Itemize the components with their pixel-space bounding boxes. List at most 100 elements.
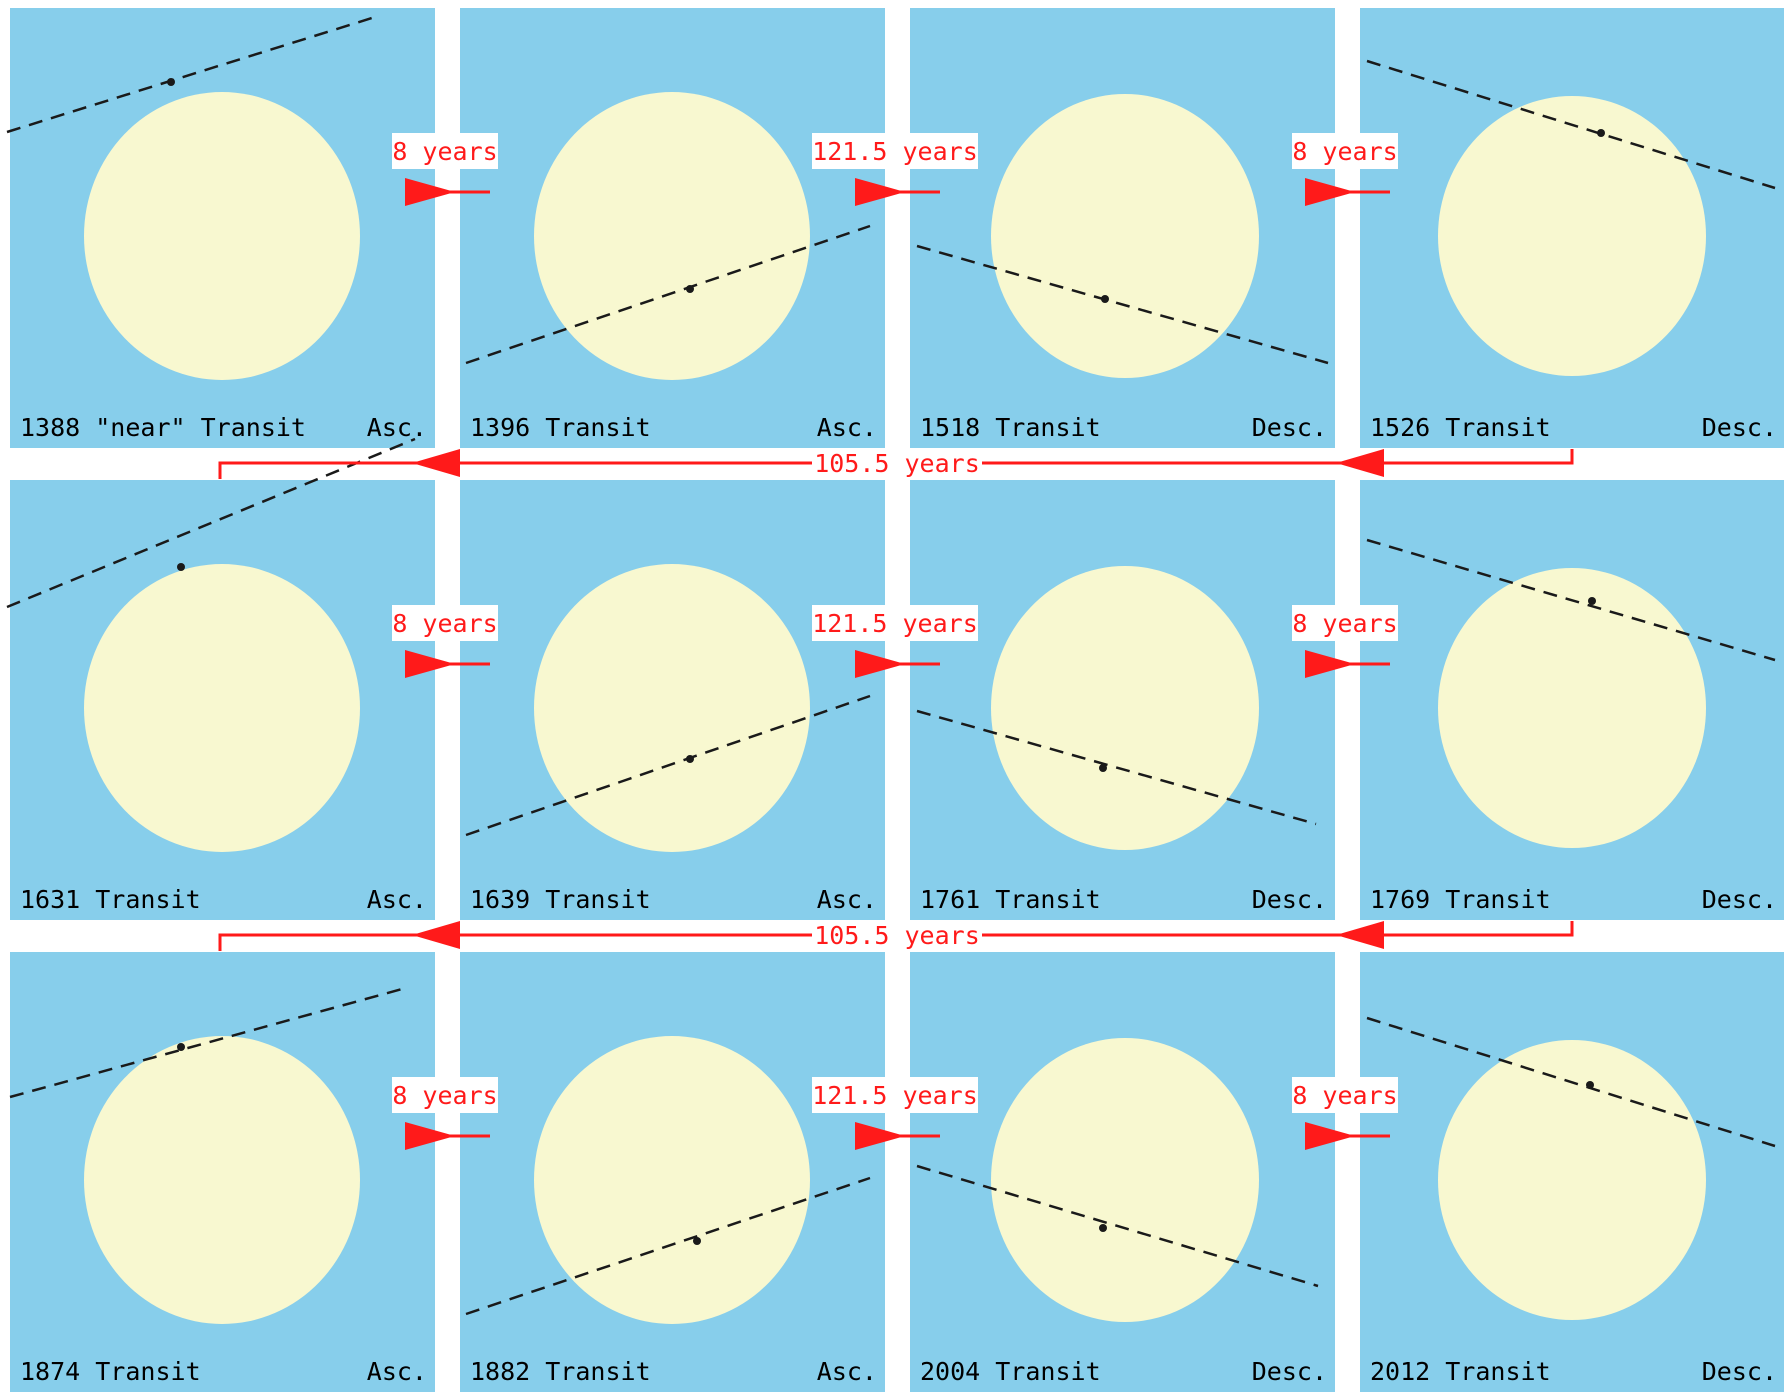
- venus-path: [465, 694, 871, 837]
- venus-path: [916, 709, 1317, 826]
- interval-arrow: 121.5 years: [812, 605, 978, 678]
- node-label: Desc.: [1252, 885, 1327, 914]
- arrowhead-right: [1305, 178, 1355, 206]
- transit-panel: 1639 Transit Asc.: [460, 480, 885, 920]
- interval-arrow: 121.5 years: [812, 133, 978, 206]
- transit-year-label: 2004 Transit: [920, 1357, 1101, 1386]
- arrowhead-right: [1305, 650, 1355, 678]
- venus-path: [1366, 59, 1776, 190]
- node-label: Asc.: [367, 413, 427, 442]
- arrowhead-right: [1305, 1122, 1355, 1150]
- interval-arrow: 8 years: [1292, 605, 1398, 678]
- sun-disk: [991, 566, 1259, 850]
- venus-path: [465, 1176, 871, 1316]
- transit-panel: 1396 Transit Asc.: [460, 8, 885, 448]
- interval-label-box: [1292, 133, 1398, 169]
- interval-label-box: [812, 133, 978, 169]
- sun-disk: [84, 92, 360, 380]
- transit-year-label: 1631 Transit: [20, 885, 201, 914]
- interval-label-box: [1292, 605, 1398, 641]
- venus-dot: [1099, 1224, 1107, 1232]
- venus-dot: [177, 1043, 185, 1051]
- node-label: Asc.: [817, 413, 877, 442]
- venus-path: [6, 437, 416, 609]
- transit-year-label: 1882 Transit: [470, 1357, 651, 1386]
- node-label: Desc.: [1702, 885, 1777, 914]
- transit-panel: 1526 Transit Desc.: [1360, 8, 1784, 448]
- transit-panel: 1769 Transit Desc.: [1360, 480, 1784, 920]
- venus-path: [1366, 538, 1776, 662]
- cycle-label: 105.5 years: [814, 449, 980, 478]
- arrowhead-right: [405, 1122, 455, 1150]
- node-label: Desc.: [1702, 413, 1777, 442]
- arrowhead-right: [855, 650, 905, 678]
- interval-label-box: [812, 605, 978, 641]
- sun-disk: [84, 564, 360, 852]
- transit-panel: 1874 Transit Asc.: [9, 952, 435, 1392]
- interval-label: 121.5 years: [812, 1081, 978, 1110]
- node-label: Desc.: [1252, 413, 1327, 442]
- interval-label-box: [1292, 1077, 1398, 1113]
- venus-dot: [1099, 764, 1107, 772]
- interval-label-box: [392, 133, 498, 169]
- transit-panel: 1388 "near" Transit Asc.: [6, 8, 435, 448]
- arrowhead-left: [412, 921, 460, 949]
- transit-panel: 2012 Transit Desc.: [1360, 952, 1784, 1392]
- node-label: Asc.: [367, 885, 427, 914]
- sun-disk: [1438, 96, 1706, 376]
- node-label: Asc.: [367, 1357, 427, 1386]
- transit-panel: 2004 Transit Desc.: [910, 952, 1335, 1392]
- transit-panel: 1631 Transit Asc.: [6, 437, 435, 920]
- interval-label: 121.5 years: [812, 137, 978, 166]
- interval-arrow: 8 years: [392, 133, 498, 206]
- venus-path: [465, 224, 871, 365]
- cycle-label-box: [812, 921, 982, 949]
- arrowhead-right: [855, 178, 905, 206]
- transit-year-label: 2012 Transit: [1370, 1357, 1551, 1386]
- venus-path: [916, 244, 1329, 365]
- interval-label: 121.5 years: [812, 609, 978, 638]
- interval-label-box: [392, 605, 498, 641]
- transit-year-label: 1874 Transit: [20, 1357, 201, 1386]
- venus-path: [6, 16, 373, 134]
- sun-disk: [991, 94, 1259, 378]
- arrowhead-left: [412, 449, 460, 477]
- transit-year-label: 1769 Transit: [1370, 885, 1551, 914]
- transit-panel: 1518 Transit Desc.: [910, 8, 1335, 448]
- interval-arrow: 8 years: [1292, 133, 1398, 206]
- interval-arrow: 121.5 years: [812, 1077, 978, 1150]
- sun-disk: [991, 1038, 1259, 1322]
- cycle-label: 105.5 years: [814, 921, 980, 950]
- interval-label: 8 years: [1292, 609, 1397, 638]
- node-label: Asc.: [817, 885, 877, 914]
- node-label: Desc.: [1702, 1357, 1777, 1386]
- node-label: Desc.: [1252, 1357, 1327, 1386]
- interval-label: 8 years: [392, 1081, 497, 1110]
- cycle-arrow: 105.5 years: [218, 449, 1574, 479]
- arrowhead-left: [1336, 449, 1384, 477]
- interval-label-box: [392, 1077, 498, 1113]
- sun-disk: [1438, 568, 1706, 848]
- interval-arrow: 8 years: [392, 605, 498, 678]
- interval-arrow: 8 years: [392, 1077, 498, 1150]
- sun-disk: [534, 564, 810, 852]
- arrowhead-right: [405, 178, 455, 206]
- transit-year-label: 1396 Transit: [470, 413, 651, 442]
- interval-label: 8 years: [1292, 137, 1397, 166]
- transit-panel: 1761 Transit Desc.: [910, 480, 1335, 920]
- transit-year-label: 1639 Transit: [470, 885, 651, 914]
- interval-label: 8 years: [392, 137, 497, 166]
- arrowhead-right: [405, 650, 455, 678]
- interval-arrow: 8 years: [1292, 1077, 1398, 1150]
- venus-dot: [1597, 129, 1605, 137]
- venus-dot: [1101, 295, 1109, 303]
- arrowhead-left: [1336, 921, 1384, 949]
- venus-dot: [693, 1237, 701, 1245]
- venus-dot: [177, 563, 185, 571]
- cycle-arrow: 105.5 years: [218, 921, 1574, 951]
- interval-label-box: [812, 1077, 978, 1113]
- venus-path: [916, 1164, 1319, 1288]
- arrowhead-right: [855, 1122, 905, 1150]
- venus-dot: [686, 285, 694, 293]
- cycle-label-box: [812, 449, 982, 477]
